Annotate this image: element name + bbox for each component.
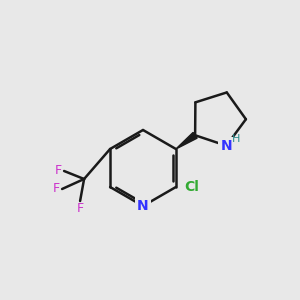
- Text: F: F: [55, 164, 62, 178]
- Text: H: H: [232, 134, 241, 144]
- Text: Cl: Cl: [184, 180, 199, 194]
- Text: F: F: [52, 182, 60, 196]
- Text: F: F: [76, 202, 84, 215]
- Text: N: N: [220, 139, 232, 153]
- Polygon shape: [176, 132, 197, 149]
- Text: N: N: [137, 199, 149, 213]
